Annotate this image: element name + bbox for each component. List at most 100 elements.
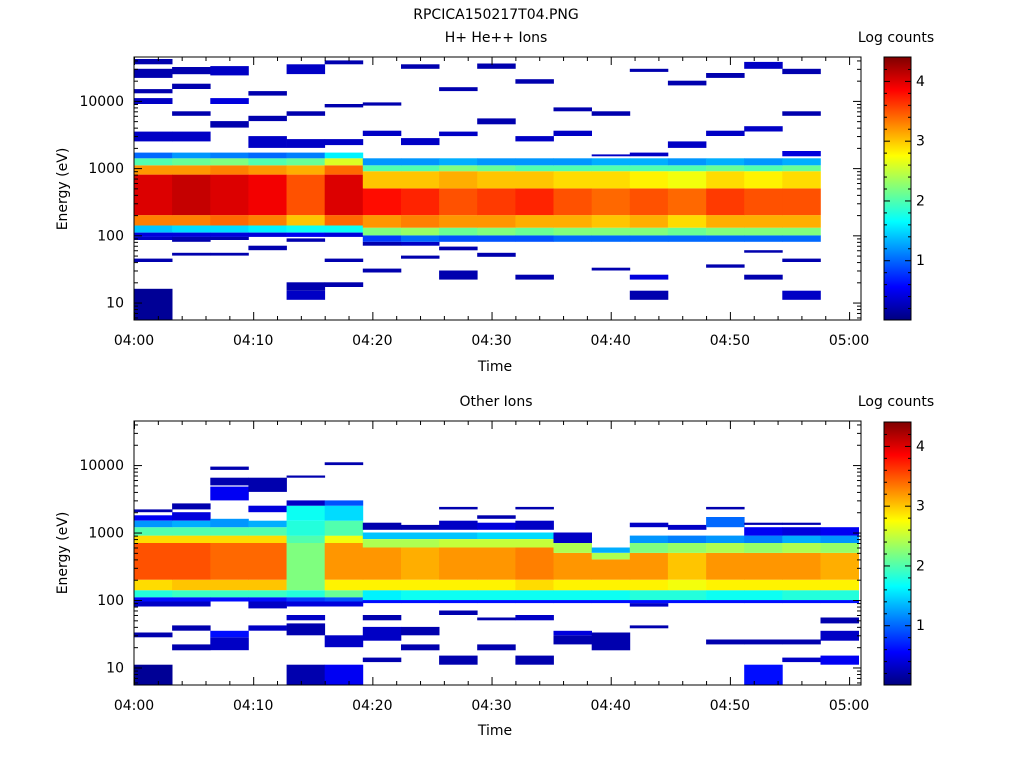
colorbar-tick-label: 1 — [916, 618, 925, 634]
heatmap-cell — [629, 274, 669, 280]
heatmap-cell — [629, 68, 669, 72]
heatmap-cell — [667, 215, 707, 228]
figure-title: RPCICA150217T04.PNG — [413, 7, 578, 23]
heatmap-cell — [591, 235, 631, 242]
heatmap-cell — [286, 232, 326, 237]
heatmap-cell — [401, 165, 440, 172]
heatmap-cell — [172, 152, 211, 159]
heatmap-cell — [667, 543, 707, 553]
heatmap-cell — [362, 171, 402, 189]
heatmap-cell — [362, 532, 402, 539]
heatmap-cell — [210, 165, 249, 175]
heatmap-cell — [744, 664, 783, 685]
heatmap-cell — [324, 174, 364, 216]
heatmap-cell — [286, 500, 326, 506]
heatmap-cell — [629, 171, 669, 189]
heatmap-cell — [134, 520, 173, 528]
heatmap-cell — [820, 617, 859, 624]
heatmap-cell — [172, 236, 211, 242]
heatmap-cell — [515, 532, 554, 539]
heatmap-cell — [362, 158, 402, 166]
heatmap-cell — [324, 258, 364, 262]
heatmap-cell — [248, 477, 287, 492]
heatmap-cell — [477, 63, 516, 69]
heatmap-cell — [477, 188, 516, 216]
heatmap-cell — [477, 600, 516, 604]
heatmap-cell — [553, 532, 592, 543]
heatmap-cell — [401, 138, 440, 146]
heatmap-cell — [629, 290, 669, 300]
heatmap-cell — [286, 615, 326, 621]
x-tick-label: 04:40 — [591, 698, 631, 714]
heatmap-cell — [134, 68, 173, 78]
heatmap-cell — [782, 68, 821, 75]
heatmap-cell — [706, 235, 745, 242]
heatmap-cell — [515, 579, 554, 591]
heatmap-cell — [782, 579, 821, 591]
heatmap-cell — [744, 552, 783, 580]
heatmap-cell — [515, 171, 554, 189]
heatmap-cell — [553, 171, 592, 189]
heatmap-cell — [210, 232, 249, 237]
heatmap-cell — [439, 520, 478, 530]
heatmap-cell — [439, 506, 478, 510]
heatmap-cell — [782, 527, 821, 536]
heatmap-cell — [362, 539, 402, 548]
heatmap-cell — [324, 597, 364, 602]
x-axis-label: Time — [477, 359, 512, 375]
heatmap-cell — [515, 506, 554, 510]
heatmap-cell — [706, 543, 745, 553]
y-axis-label: Energy (eV) — [55, 148, 71, 231]
heatmap-cell — [667, 188, 707, 216]
heatmap-cell — [248, 232, 287, 237]
y-axis: 10 100 1000 10000 — [79, 60, 861, 319]
heatmap-cell — [248, 579, 287, 591]
heatmap-cell — [134, 590, 173, 598]
heatmap-cell — [706, 600, 745, 604]
heatmap-cell — [286, 165, 326, 175]
heatmap-cell — [515, 165, 554, 172]
heatmap-cell — [134, 131, 173, 142]
heatmap-cell — [782, 111, 821, 116]
heatmap-cell — [744, 579, 783, 591]
heatmap-cell — [477, 547, 516, 580]
heatmap-cell — [477, 158, 516, 166]
heatmap-cell — [515, 520, 554, 530]
heatmap-cell — [477, 165, 516, 172]
heatmap-cell — [210, 527, 249, 536]
heatmap-cell — [362, 130, 402, 136]
y-tick-label: 1000 — [88, 161, 124, 177]
heatmap-cell — [286, 535, 326, 543]
heatmap-cell — [248, 625, 287, 631]
heatmap-cell — [744, 600, 783, 604]
heatmap-cell — [401, 235, 440, 242]
x-tick-label: 05:00 — [829, 333, 869, 349]
heatmap-cell — [362, 547, 402, 580]
heatmap-cell — [706, 165, 745, 172]
heatmap-cell — [591, 165, 631, 172]
heatmap-cell — [324, 543, 364, 580]
heatmap-cell — [210, 579, 249, 591]
heatmap-cell — [591, 111, 631, 116]
heatmap-cell — [210, 630, 249, 638]
heatmap-cell — [439, 188, 478, 216]
heatmap-cell — [362, 522, 402, 530]
heatmap-cell — [172, 165, 211, 175]
heatmap-cell — [324, 664, 364, 685]
heatmap-cell — [210, 66, 249, 76]
heatmap-cell — [553, 235, 592, 242]
heatmap-cell — [477, 532, 516, 539]
heatmap-cell — [286, 111, 326, 116]
heatmap-cell — [134, 59, 173, 65]
heatmap-cell — [706, 264, 745, 268]
heatmap-cell — [667, 141, 707, 148]
heatmap-cell — [172, 83, 211, 89]
heatmap-cell — [477, 227, 516, 236]
heatmap-cell — [439, 131, 478, 137]
heatmap-cell — [744, 527, 783, 536]
heatmap-cell — [744, 639, 783, 645]
heatmap-cell — [134, 258, 173, 262]
heatmap-cell — [477, 171, 516, 189]
y-tick-label: 100 — [97, 228, 124, 244]
